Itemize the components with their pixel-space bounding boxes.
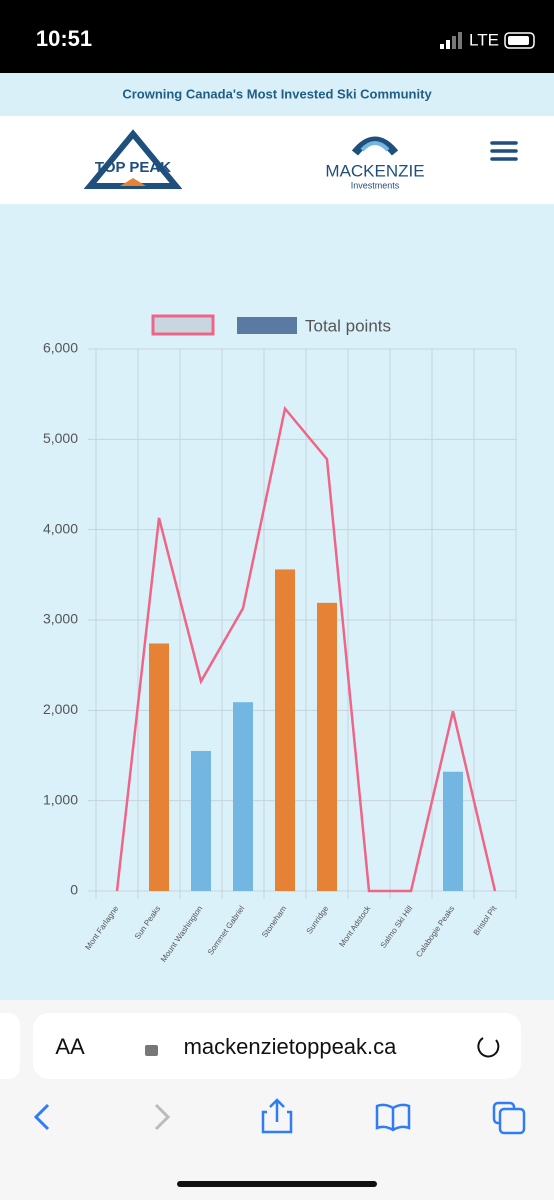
bar [149, 643, 169, 891]
logo-text: MACKENZIE [325, 161, 424, 180]
url[interactable]: mackenzietoppeak.ca [184, 1034, 398, 1059]
reload-button[interactable] [477, 1037, 500, 1058]
bar [275, 569, 295, 891]
forward-button[interactable] [154, 1103, 171, 1131]
y-tick-label: 4,000 [43, 520, 78, 536]
home-indicator [177, 1181, 377, 1187]
text-size-button[interactable]: AA [55, 1034, 85, 1059]
bar [191, 750, 211, 891]
bar [443, 771, 463, 891]
back-button[interactable] [33, 1103, 50, 1131]
logo-subtext: Investments [351, 180, 400, 190]
bar [317, 602, 337, 891]
legend-swatch [151, 314, 215, 336]
network: LTE [469, 30, 499, 49]
banner [0, 73, 554, 116]
y-tick-label: 5,000 [43, 430, 78, 446]
tabs-button[interactable] [492, 1101, 526, 1135]
bookmarks-button[interactable] [375, 1103, 411, 1132]
line [115, 405, 497, 893]
legend-swatch [237, 317, 297, 334]
y-tick-label: 1,000 [43, 791, 78, 807]
logo-text: TOP PEAK [95, 159, 171, 176]
lock-icon [145, 1045, 158, 1056]
tab-preview[interactable] [0, 1013, 20, 1079]
menu-button[interactable] [490, 141, 518, 161]
top-peak-logo[interactable]: TOP PEAK [83, 129, 183, 189]
share-button[interactable] [261, 1098, 293, 1134]
y-tick-label: 2,000 [43, 701, 78, 717]
signal [440, 32, 462, 49]
banner-text: Crowning Canada's Most Invested Ski Comm… [122, 86, 432, 101]
mackenzie-logo[interactable]: MACKENZIE Investments [325, 136, 425, 191]
y-tick-label: 3,000 [43, 611, 78, 627]
y-tick-label: 0 [70, 882, 78, 898]
battery [504, 32, 535, 49]
address-bar[interactable] [33, 1013, 521, 1079]
bar [233, 702, 253, 891]
y-tick-label: 6,000 [43, 340, 78, 356]
header [0, 116, 554, 204]
clock: 10:51 [36, 26, 92, 51]
legend-label: Total points [305, 316, 391, 335]
